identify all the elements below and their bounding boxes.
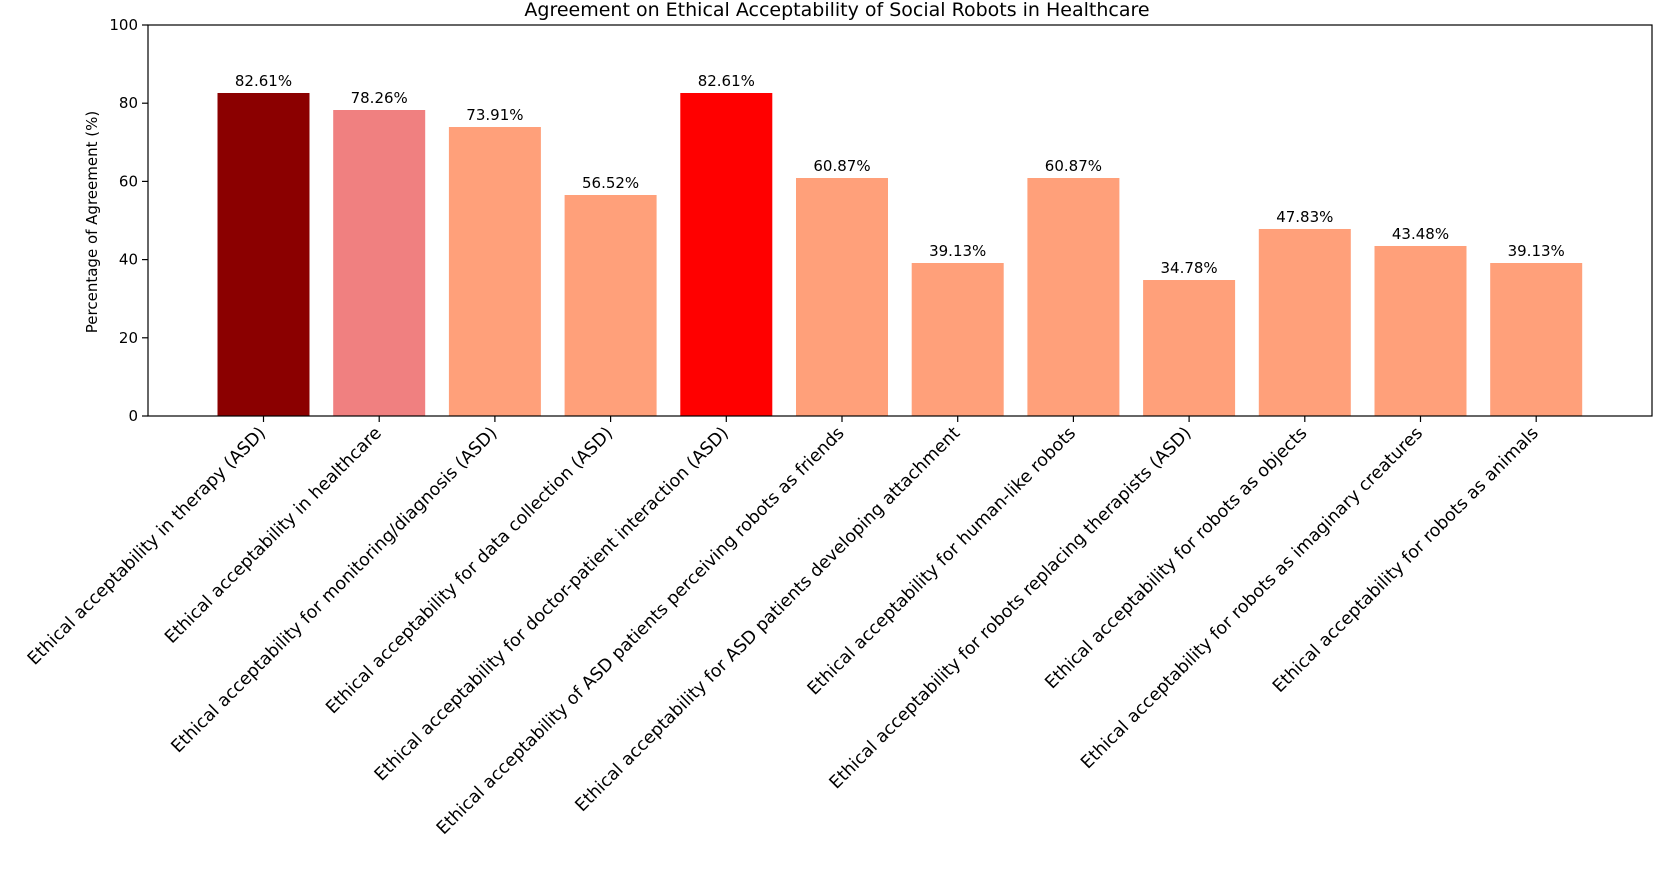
plot-frame: [147, 24, 1653, 417]
bar-value-label: 60.87%: [813, 157, 870, 175]
bar: [796, 177, 888, 416]
y-axis-label: Percentage of Agreement (%): [83, 111, 101, 333]
y-tick-label: 40: [119, 251, 138, 269]
bar-value-label: 56.52%: [582, 174, 639, 192]
x-tick-label: Ethical acceptability for robots as anim…: [1269, 423, 1543, 697]
y-tick-label: 20: [119, 329, 138, 347]
chart-title: Agreement on Ethical Acceptability of So…: [524, 0, 1149, 21]
bar-value-label: 34.78%: [1160, 259, 1217, 277]
bar: [448, 127, 541, 416]
x-tick-label: Ethical acceptability of ASD patients pe…: [433, 423, 848, 838]
bar: [1143, 280, 1236, 416]
bars: [217, 92, 1583, 416]
y-tick-label: 80: [119, 94, 138, 112]
x-tick-label: Ethical acceptability for human-like rob…: [804, 423, 1080, 699]
x-axis: Ethical acceptability in therapy (ASD)Et…: [24, 416, 1543, 839]
bar: [911, 263, 1004, 416]
bar-value-label: 39.13%: [929, 242, 986, 260]
bar-value-label: 78.26%: [351, 89, 408, 107]
bar: [1490, 263, 1583, 416]
bar-value-label: 73.91%: [466, 106, 523, 124]
x-tick-label: Ethical acceptability for ASD patients d…: [572, 423, 965, 816]
x-tick-label: Ethical acceptability for robots as obje…: [1042, 423, 1312, 693]
y-tick-label: 100: [109, 16, 138, 34]
x-tick-label: Ethical acceptability in therapy (ASD): [24, 423, 270, 669]
bar: [1258, 228, 1351, 416]
bar-value-label: 43.48%: [1392, 225, 1449, 243]
y-axis: 0 20 40 60 80 100: [109, 16, 148, 425]
bar: [1374, 245, 1467, 416]
bar: [564, 195, 657, 416]
bar: [1027, 177, 1120, 416]
bar: [680, 92, 773, 416]
x-tick-label: Ethical acceptability in healthcare: [161, 423, 385, 647]
value-labels: 82.61% 78.26% 73.91% 56.52% 82.61% 60.87% 39.1…: [235, 72, 1565, 277]
bar-value-label: 82.61%: [235, 72, 292, 90]
y-tick-label: 60: [119, 172, 138, 190]
bar-value-label: 82.61%: [698, 72, 755, 90]
bar-value-label: 39.13%: [1508, 242, 1565, 260]
bar-value-label: 47.83%: [1276, 208, 1333, 226]
y-tick-label: 0: [128, 407, 138, 425]
bar-value-label: 60.87%: [1045, 157, 1102, 175]
bar: [217, 92, 310, 416]
bar: [333, 110, 426, 416]
